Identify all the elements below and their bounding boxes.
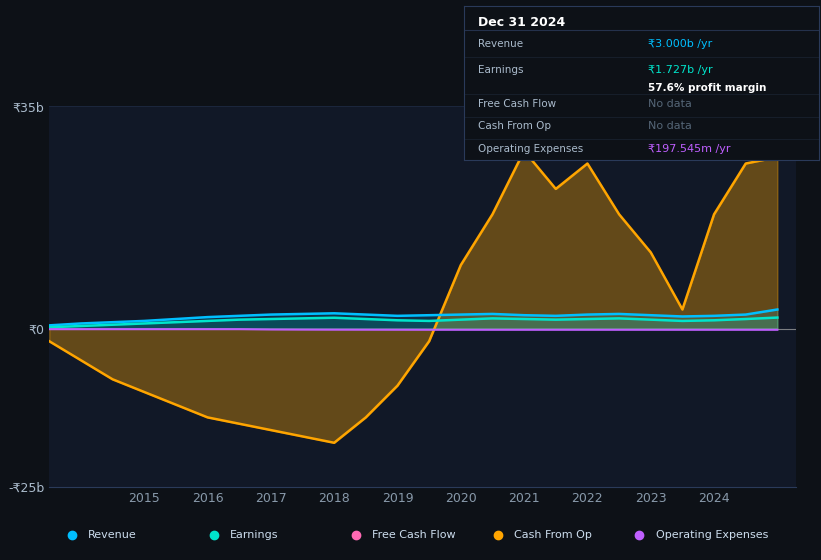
Text: 57.6% profit margin: 57.6% profit margin [649,83,767,93]
Text: No data: No data [649,121,692,130]
Text: Earnings: Earnings [230,530,278,540]
Text: ₹1.727b /yr: ₹1.727b /yr [649,66,713,75]
Text: ₹197.545m /yr: ₹197.545m /yr [649,144,731,154]
Text: Revenue: Revenue [478,39,523,49]
Text: Operating Expenses: Operating Expenses [656,530,768,540]
Text: Earnings: Earnings [478,66,524,75]
Text: Cash From Op: Cash From Op [514,530,592,540]
Text: Dec 31 2024: Dec 31 2024 [478,16,566,29]
Text: Free Cash Flow: Free Cash Flow [478,99,556,109]
Text: Cash From Op: Cash From Op [478,121,551,130]
Text: Revenue: Revenue [88,530,137,540]
Text: Free Cash Flow: Free Cash Flow [372,530,456,540]
Text: ₹3.000b /yr: ₹3.000b /yr [649,39,713,49]
Text: Operating Expenses: Operating Expenses [478,144,583,154]
Text: No data: No data [649,99,692,109]
